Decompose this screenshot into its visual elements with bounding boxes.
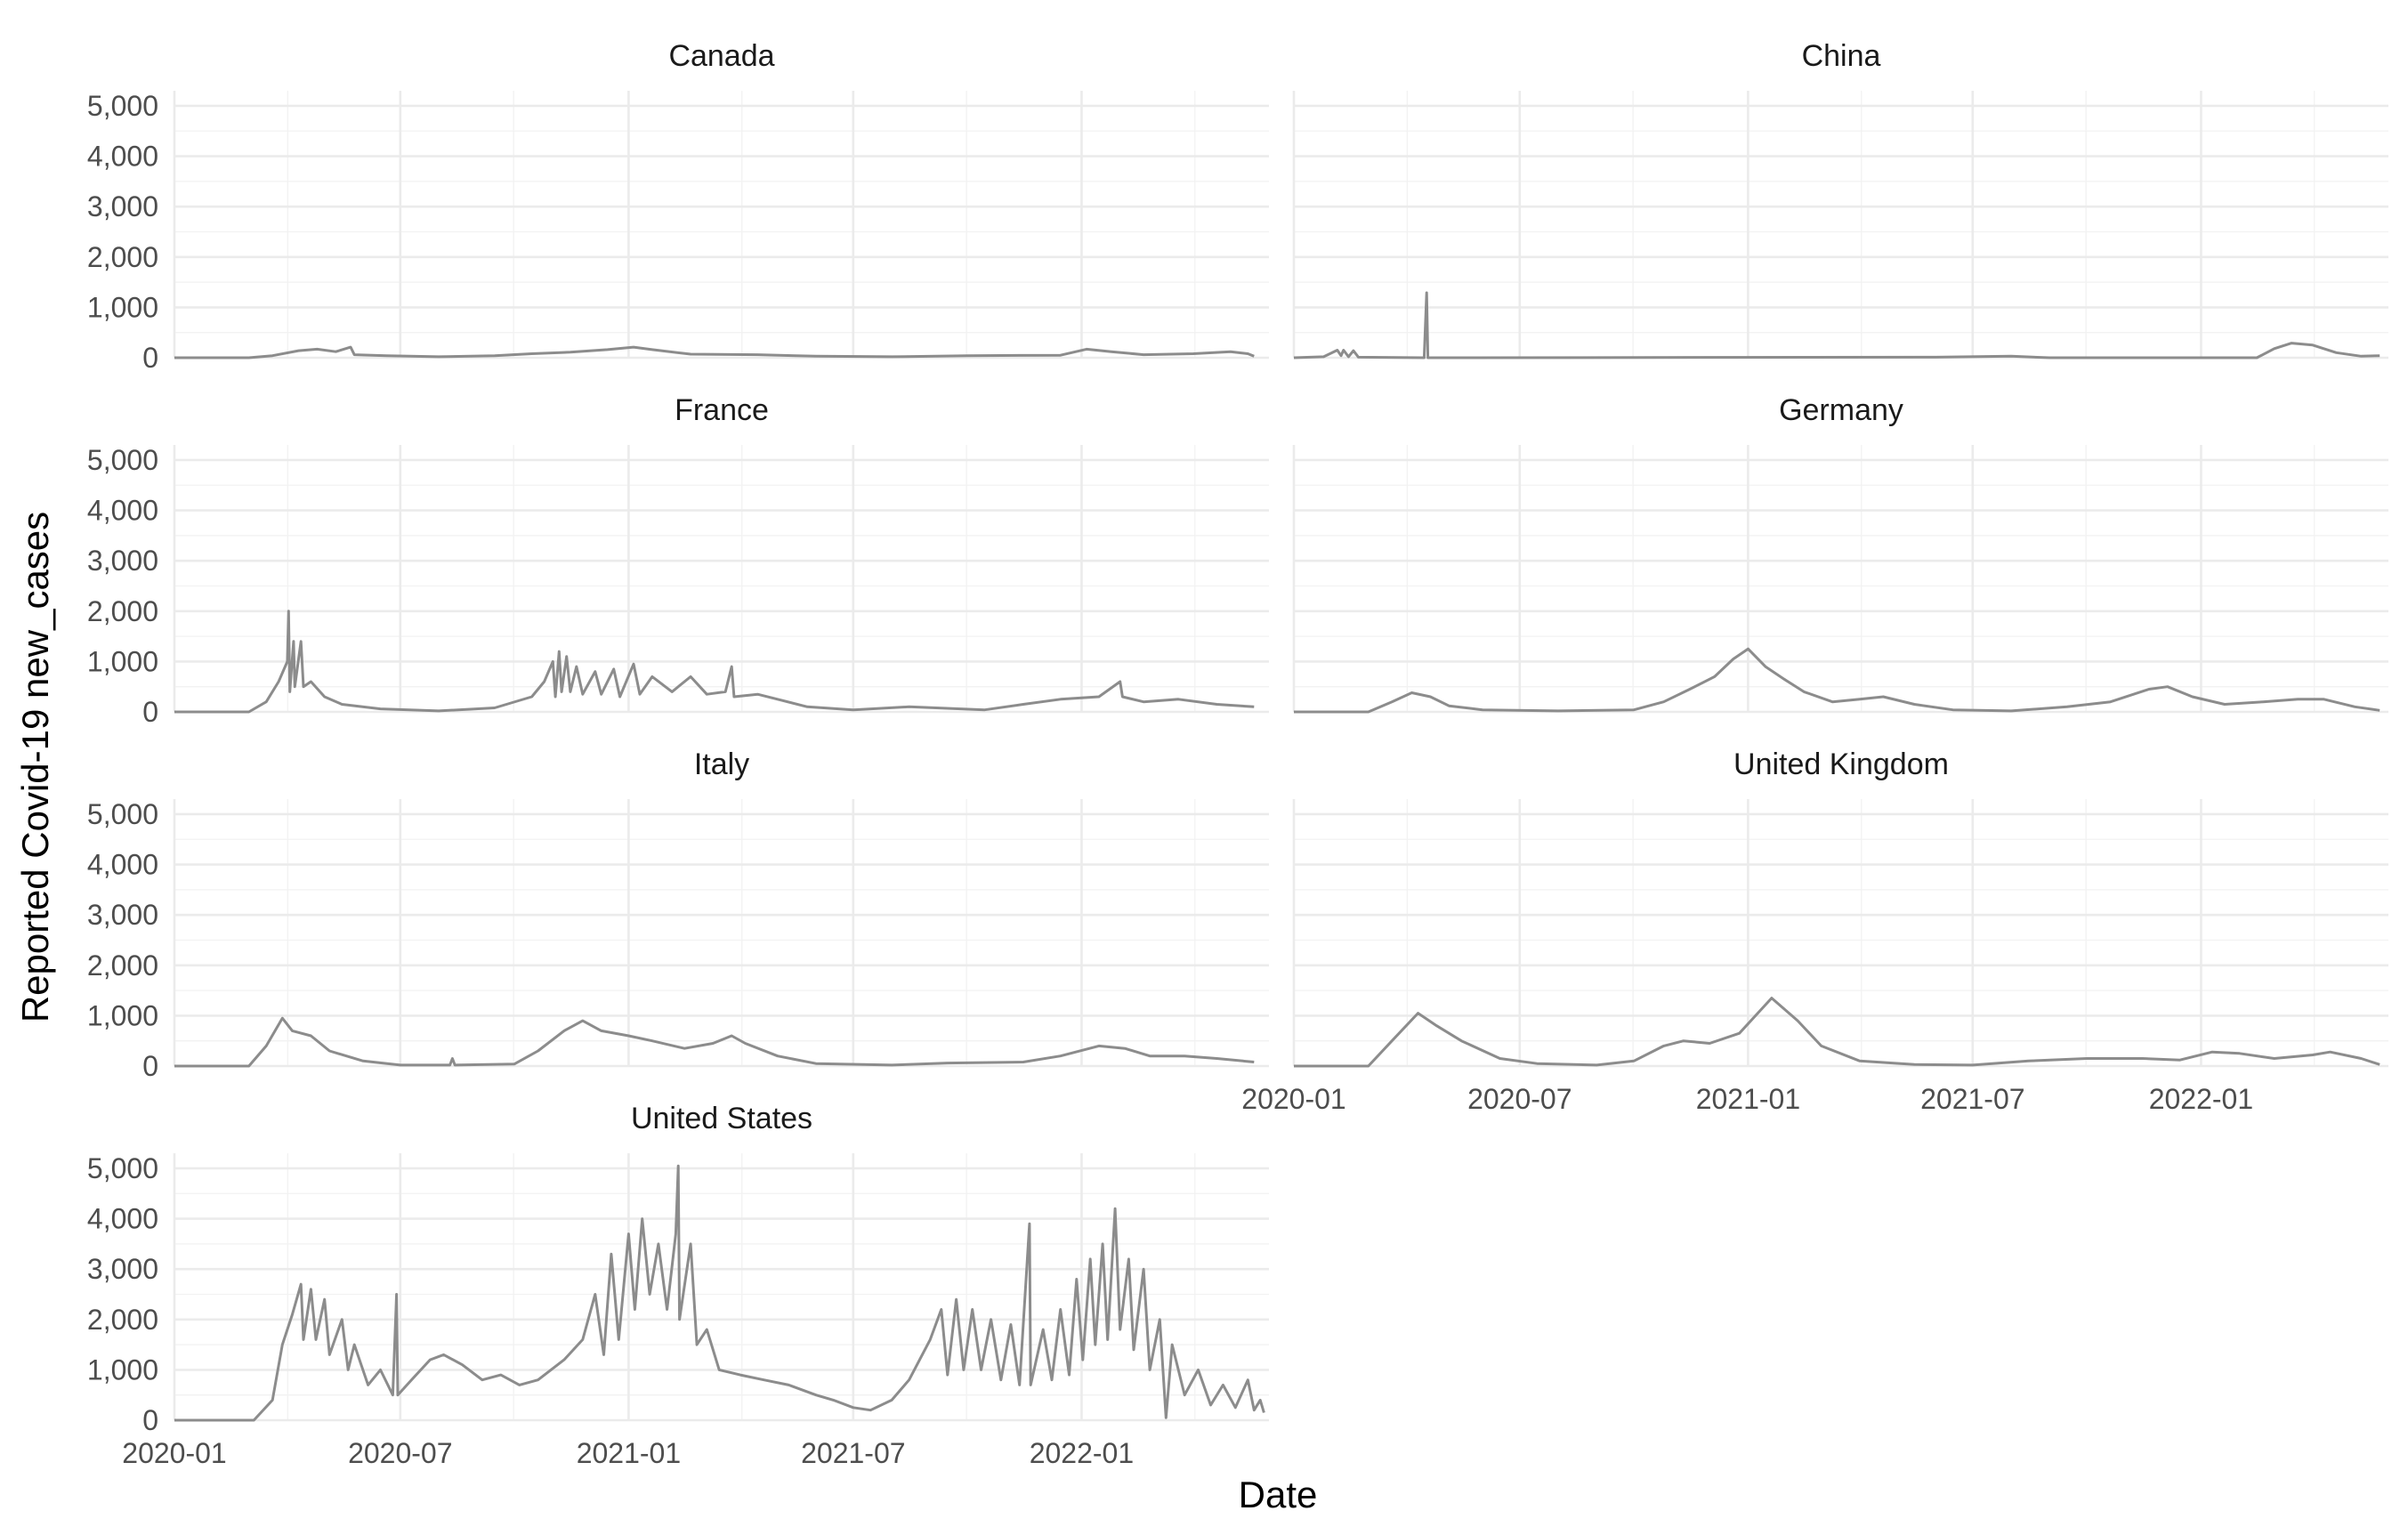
facet-strip-label: China [1802,39,1881,73]
y-tick-label: 0 [142,342,158,374]
facet-strip-label: France [675,393,769,427]
y-tick-label: 1,000 [87,999,158,1031]
y-tick-label: 3,000 [87,190,158,222]
y-tick-label: 4,000 [87,141,158,173]
y-tick-label: 5,000 [87,444,158,476]
x-tick-label: 2020-01 [1241,1083,1345,1115]
series-line-france [174,610,1255,714]
x-tick-label: 2020-07 [348,1437,452,1469]
y-tick-label: 1,000 [87,645,158,677]
y-tick-label: 5,000 [87,1152,158,1184]
facet-panel-united-states: United States 0 1,000 2,000 3,000 4,000 5,000 2… [87,1102,1269,1469]
x-tick-label: 2020-01 [122,1437,226,1469]
facet-panel-france: France 0 1,000 2,000 3,000 4,000 5,000 [87,393,1269,728]
x-tick-label: 2022-01 [2149,1083,2253,1115]
y-tick-label: 2,000 [87,1304,158,1336]
y-tick-label: 4,000 [87,495,158,527]
y-tick-label: 0 [142,1050,158,1082]
y-tick-label: 4,000 [87,849,158,881]
y-tick-label: 3,000 [87,545,158,577]
facet-panel-canada: Canada 0 1,000 2,000 3,000 4,000 5,000 [87,39,1269,374]
y-tick-label: 2,000 [87,949,158,982]
y-tick-label: 0 [142,1404,158,1436]
facet-strip-label: United Kingdom [1733,747,1949,781]
y-tick-label: 5,000 [87,90,158,122]
series-line-china [1293,291,2380,360]
y-tick-label: 2,000 [87,241,158,273]
x-tick-label: 2021-01 [577,1437,681,1469]
series-line-germany [1294,647,2380,714]
y-tick-label: 2,000 [87,595,158,627]
facet-panel-united-kingdom: United Kingdom 2020-01 2020-07 2021-01 2021-… [1241,747,2388,1115]
x-tick-label: 2021-07 [801,1437,905,1469]
y-tick-label: 1,000 [87,291,158,323]
y-tick-label: 0 [142,696,158,728]
facet-panels: Canada 0 1,000 2,000 3,000 4,000 5,000 China Fra… [87,39,2388,1469]
y-tick-label: 4,000 [87,1203,158,1235]
series-line-italy [174,1016,1255,1068]
y-axis-title: Reported Covid-19 new_cases [14,512,56,1022]
facet-strip-label: Canada [668,39,774,73]
y-tick-label: 1,000 [87,1353,158,1386]
y-tick-label: 3,000 [87,899,158,931]
x-tick-label: 2020-07 [1467,1083,1572,1115]
x-tick-label: 2022-01 [1030,1437,1134,1469]
x-axis-title: Date [1239,1474,1318,1515]
facet-strip-label: Germany [1779,393,1903,427]
facet-panel-italy: Italy 0 1,000 2,000 3,000 4,000 5,000 [87,747,1269,1082]
y-tick-label: 5,000 [87,798,158,830]
facet-panel-germany: Germany [1292,393,2388,714]
x-tick-label: 2021-07 [1920,1083,2024,1115]
facet-strip-label: United States [631,1102,812,1135]
facet-panel-china: China [1292,39,2388,360]
x-tick-label: 2021-01 [1696,1083,1800,1115]
y-tick-label: 3,000 [87,1253,158,1285]
series-line-canada [174,345,1255,360]
series-line-united-kingdom [1294,997,2380,1068]
series-line-united-states [174,1164,1265,1422]
facet-strip-label: Italy [694,747,749,781]
